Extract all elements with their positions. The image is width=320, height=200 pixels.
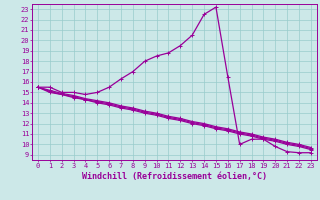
X-axis label: Windchill (Refroidissement éolien,°C): Windchill (Refroidissement éolien,°C) [82, 172, 267, 181]
